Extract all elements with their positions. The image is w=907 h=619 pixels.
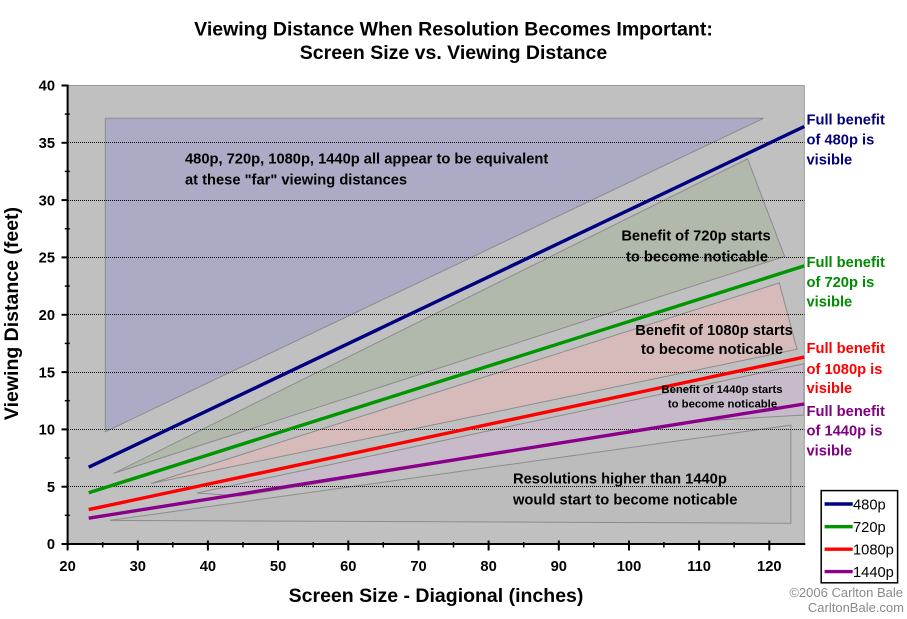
svg-text:at these "far" viewing distanc: at these "far" viewing distances bbox=[185, 173, 407, 189]
svg-text:©2006 Carlton Bale: ©2006 Carlton Bale bbox=[789, 585, 903, 600]
svg-text:720p: 720p bbox=[853, 520, 886, 536]
svg-text:1440p: 1440p bbox=[853, 565, 894, 581]
svg-text:50: 50 bbox=[270, 559, 286, 575]
svg-text:0: 0 bbox=[47, 537, 55, 553]
svg-text:5: 5 bbox=[47, 480, 55, 496]
svg-text:Resolutions higher than 1440p: Resolutions higher than 1440p bbox=[513, 472, 727, 488]
svg-text:100: 100 bbox=[617, 559, 642, 575]
svg-text:Benefit of 1080p starts: Benefit of 1080p starts bbox=[635, 323, 793, 339]
svg-text:of 480p is: of 480p is bbox=[807, 133, 875, 149]
svg-text:35: 35 bbox=[39, 136, 55, 152]
svg-text:480p: 480p bbox=[853, 497, 886, 513]
svg-text:30: 30 bbox=[130, 559, 146, 575]
svg-text:25: 25 bbox=[39, 251, 55, 267]
svg-text:20: 20 bbox=[39, 308, 55, 324]
svg-text:Screen Size - Diagional (inche: Screen Size - Diagional (inches) bbox=[289, 585, 584, 607]
svg-text:Viewing Distance When Resoluti: Viewing Distance When Resolution Becomes… bbox=[194, 19, 713, 41]
svg-text:110: 110 bbox=[687, 559, 711, 575]
svg-text:of 720p is: of 720p is bbox=[807, 275, 875, 291]
svg-text:to become noticable: to become noticable bbox=[641, 342, 783, 358]
svg-text:15: 15 bbox=[39, 365, 55, 381]
svg-text:Screen Size vs. Viewing Distan: Screen Size vs. Viewing Distance bbox=[300, 42, 608, 64]
svg-text:90: 90 bbox=[551, 559, 567, 575]
svg-text:40: 40 bbox=[200, 559, 216, 575]
svg-text:visible: visible bbox=[807, 381, 853, 397]
svg-text:to become noticable: to become noticable bbox=[668, 398, 777, 410]
svg-text:Full benefit: Full benefit bbox=[807, 113, 885, 129]
svg-text:Benefit of 1440p starts: Benefit of 1440p starts bbox=[661, 384, 782, 396]
svg-text:60: 60 bbox=[340, 559, 356, 575]
svg-text:of 1440p is: of 1440p is bbox=[807, 424, 883, 440]
svg-text:1080p: 1080p bbox=[853, 542, 894, 558]
svg-text:Benefit of 720p starts: Benefit of 720p starts bbox=[621, 229, 770, 245]
svg-text:Full benefit: Full benefit bbox=[807, 341, 885, 357]
svg-text:480p, 720p, 1080p, 1440p all a: 480p, 720p, 1080p, 1440p all appear to b… bbox=[185, 152, 548, 168]
svg-text:CarltonBale.com: CarltonBale.com bbox=[808, 600, 904, 615]
svg-text:visible: visible bbox=[807, 153, 853, 169]
svg-text:40: 40 bbox=[39, 79, 55, 95]
svg-text:20: 20 bbox=[59, 559, 75, 575]
svg-text:80: 80 bbox=[480, 559, 496, 575]
svg-text:30: 30 bbox=[39, 193, 55, 209]
svg-text:70: 70 bbox=[410, 559, 426, 575]
svg-text:of 1080p is: of 1080p is bbox=[807, 362, 883, 378]
svg-text:would start to become noticabl: would start to become noticable bbox=[512, 493, 737, 509]
svg-text:Full benefit: Full benefit bbox=[807, 255, 885, 271]
svg-text:visible: visible bbox=[807, 443, 853, 459]
svg-text:Full benefit: Full benefit bbox=[807, 404, 885, 420]
svg-text:visible: visible bbox=[807, 295, 853, 311]
svg-text:10: 10 bbox=[39, 423, 55, 439]
svg-text:to become noticable: to become noticable bbox=[626, 250, 768, 266]
svg-text:120: 120 bbox=[757, 559, 782, 575]
svg-text:Viewing Distance (feet): Viewing Distance (feet) bbox=[1, 207, 23, 420]
